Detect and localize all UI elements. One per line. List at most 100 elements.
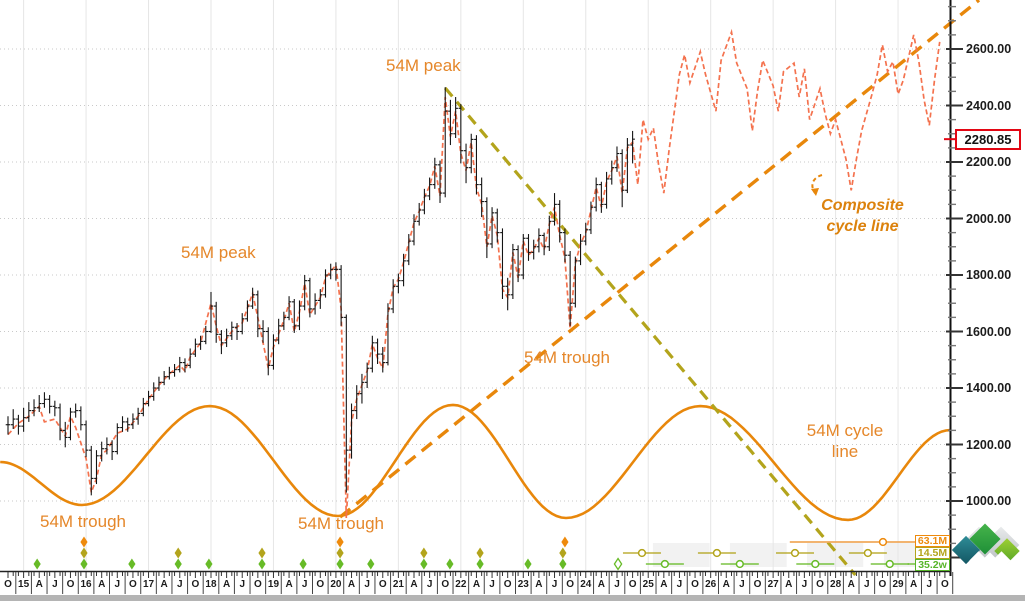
price-bar (255, 290, 261, 338)
dashed-arrow-icon (811, 174, 823, 196)
annotation-line1: Composite (821, 197, 904, 214)
projected-trough-circle (735, 559, 744, 569)
price-bar (547, 215, 552, 251)
projected-trough-circle (885, 559, 894, 569)
price-bar (250, 287, 255, 309)
price-bar (411, 214, 417, 246)
time-tick-label: A (722, 579, 730, 590)
price-bar (156, 376, 162, 391)
legend-35w[interactable]: 35.2w (915, 559, 950, 571)
price-bar (182, 358, 188, 373)
annotation-54m-peak-left[interactable]: 54M peak (181, 243, 256, 262)
annotation-54m-cycle-line[interactable]: 54M cycle line (785, 420, 905, 462)
price-bar (349, 403, 354, 459)
bottom-scrollbar[interactable] (0, 595, 1025, 601)
price-bar (432, 157, 438, 189)
price-bar (510, 243, 516, 300)
price-bar (573, 256, 578, 308)
cycle-trough-diamond (561, 536, 569, 548)
price-bar (47, 395, 52, 414)
price-bar (354, 385, 360, 420)
composite-trend-line[interactable] (339, 0, 981, 519)
legend-63m[interactable]: 63.1M (915, 535, 950, 547)
price-bar (16, 414, 21, 435)
price-bar (260, 320, 266, 343)
time-tick-label: O (4, 579, 12, 590)
price-tick-label: 2200.00 (966, 155, 1012, 169)
time-tick-label: 29 (892, 579, 904, 590)
price-bar (297, 300, 302, 331)
time-tick-label: 17 (142, 579, 155, 590)
price-bar (333, 262, 339, 281)
price-bar (515, 245, 521, 283)
time-tick-label: 24 (580, 579, 592, 590)
price-bar (468, 133, 474, 174)
price-tick-label: 2400.00 (966, 98, 1012, 113)
legend-14m[interactable]: 14.5M (915, 547, 950, 559)
cycle-trough-diamond (367, 558, 375, 570)
price-bar (625, 137, 630, 194)
price-bar (583, 222, 589, 246)
price-bar (265, 327, 271, 376)
price-bar (500, 228, 505, 300)
time-tick-label: O (941, 579, 949, 590)
time-tick-label: J (364, 579, 370, 590)
price-bar (151, 382, 157, 401)
price-tick-label: 2600.00 (966, 42, 1012, 56)
annotation-54m-trough-mid[interactable]: 54M trough (298, 514, 384, 533)
price-bar (385, 303, 391, 366)
time-tick-label: A (160, 579, 168, 590)
price-bar (245, 300, 250, 322)
projected-trough-circle (790, 548, 800, 558)
price-bar (36, 395, 42, 413)
time-tick-label: J (114, 579, 121, 590)
time-tick-label: 23 (517, 579, 529, 590)
declining-trend-line[interactable] (443, 86, 857, 577)
price-bar (520, 234, 526, 280)
price-bar (88, 445, 94, 496)
price-bar (416, 202, 422, 226)
cycle-trough-diamond (80, 558, 88, 570)
price-tick-label: 1400.00 (966, 381, 1012, 395)
price-bar (291, 299, 297, 333)
time-tick-label: J (489, 579, 495, 590)
price-bar (172, 363, 177, 377)
annotation-composite-cycle-line[interactable]: Composite cycle line (800, 195, 925, 237)
time-tick-label: 22 (455, 579, 467, 590)
time-tick-label: 27 (767, 579, 779, 590)
time-tick-label: O (566, 579, 575, 590)
time-tick-label: 18 (205, 579, 217, 590)
price-tick-label: 1600.00 (966, 324, 1012, 339)
annotation-54m-peak-top[interactable]: 54M peak (386, 56, 461, 75)
cycle-trough-diamond (174, 558, 182, 570)
cycle-trough-diamond (524, 558, 532, 570)
time-tick-label: A (660, 579, 668, 590)
time-tick-label: 25 (642, 579, 654, 590)
time-tick-label: A (98, 579, 106, 590)
annotation-54m-trough-left[interactable]: 54M trough (40, 512, 126, 531)
price-bar (21, 407, 26, 432)
price-bar (78, 406, 84, 431)
price-bar (271, 334, 276, 370)
time-tick-label: 28 (830, 579, 842, 590)
price-bar (302, 275, 307, 311)
price-bar (318, 289, 323, 309)
price-bar (26, 402, 32, 422)
time-tick-label: O (691, 579, 699, 590)
price-bar (390, 279, 396, 314)
54m-cycle-line[interactable] (0, 403, 951, 522)
time-tick-label: O (378, 579, 387, 590)
cycle-trough-diamond (80, 536, 88, 548)
time-tick-label: O (503, 579, 512, 590)
brand-logo-icon (951, 523, 1020, 570)
price-bar (94, 450, 99, 485)
price-bar (68, 407, 73, 441)
price-bar (437, 160, 443, 203)
price-bar (396, 273, 401, 294)
annotation-54m-trough-right[interactable]: 54M trough (524, 348, 610, 367)
cycle-trough-diamond (559, 558, 567, 570)
price-bar (463, 143, 469, 184)
time-tick-label: O (753, 579, 762, 590)
time-tick-label: O (253, 579, 262, 590)
